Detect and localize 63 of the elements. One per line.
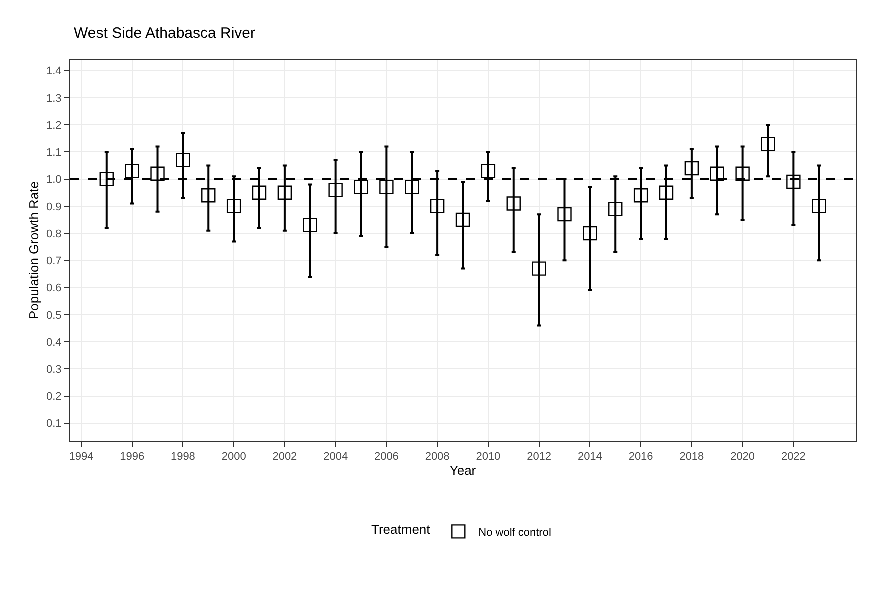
x-tick-label: 2016: [628, 451, 654, 464]
y-tick-label: 0.4: [46, 336, 62, 349]
x-tick-label: 2022: [781, 451, 806, 464]
point: [710, 166, 724, 181]
x-tick-label: 1996: [120, 451, 145, 464]
y-axis-title: Population Growth Rate: [26, 181, 42, 320]
x-tick-label: 2018: [680, 451, 704, 464]
point: [100, 172, 114, 186]
legend-title: Treatment: [372, 522, 431, 538]
point: [684, 161, 700, 176]
point: [583, 226, 598, 241]
point: [456, 212, 470, 228]
point: [812, 199, 826, 214]
y-tick-label: 1.3: [46, 92, 62, 105]
point: [659, 186, 674, 200]
y-tick-label: 0.7: [46, 256, 62, 268]
point: [558, 207, 572, 222]
x-tick-label: 2010: [476, 451, 501, 464]
point: [430, 199, 445, 214]
x-tick-label: 2008: [425, 451, 450, 464]
point: [405, 180, 420, 195]
point: [150, 166, 165, 181]
point: [278, 186, 292, 200]
point: [202, 188, 216, 203]
x-tick-label: 2000: [222, 451, 246, 464]
point: [736, 166, 750, 181]
point: [786, 174, 801, 190]
point: [354, 180, 368, 195]
point: [634, 188, 648, 203]
y-tick-label: 0.6: [46, 282, 62, 295]
y-tick-label: 1.0: [46, 174, 62, 186]
point: [226, 199, 242, 214]
legend-label: No wolf control: [478, 526, 552, 539]
y-tick-label: 0.5: [46, 310, 62, 322]
point: [380, 180, 394, 195]
x-tick-label: 2012: [527, 451, 552, 464]
y-tick-label: 1.4: [46, 66, 62, 78]
y-tick-label: 0.8: [46, 228, 62, 240]
point: [608, 202, 623, 216]
chart-title: West Side Athabasca River: [74, 25, 256, 42]
point: [125, 164, 140, 178]
point: [176, 153, 190, 168]
point: [252, 186, 267, 200]
y-tick-label: 1.1: [46, 147, 62, 160]
x-tick-label: 2006: [374, 451, 399, 464]
y-tick-label: 0.3: [46, 364, 62, 376]
x-tick-label: 2002: [272, 451, 298, 464]
x-tick-label: 2020: [730, 451, 756, 464]
point: [532, 262, 546, 276]
point: [506, 196, 521, 211]
point: [761, 136, 776, 152]
y-tick-label: 0.1: [46, 418, 62, 430]
x-tick-label: 2004: [324, 451, 348, 464]
x-tick-label: 1998: [170, 451, 196, 464]
point: [328, 183, 343, 198]
x-tick-label: 1994: [69, 451, 94, 464]
y-tick-label: 1.2: [46, 120, 62, 132]
y-tick-label: 0.2: [46, 391, 62, 404]
point: [481, 164, 496, 178]
x-tick-label: 2014: [578, 451, 602, 464]
point: [303, 218, 318, 233]
y-tick-label: 0.9: [46, 201, 62, 214]
x-axis-title: Year: [450, 463, 477, 478]
